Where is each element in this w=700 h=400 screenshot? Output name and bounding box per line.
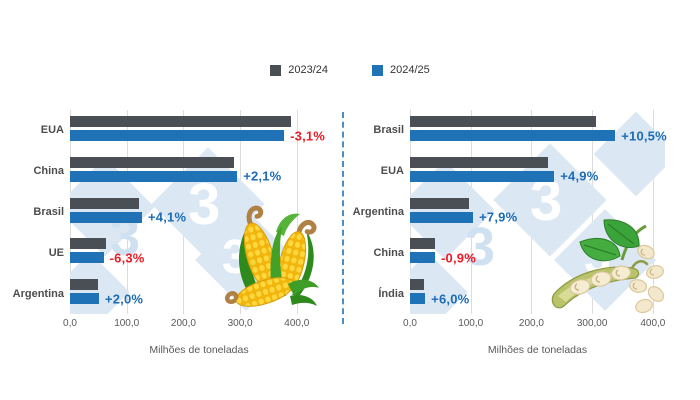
change-label-Brasil: +4,1%: [148, 209, 187, 225]
legend-swatch-2023-24: [270, 64, 282, 76]
change-label-Argentina: +2,0%: [104, 291, 144, 307]
corn-icon: [225, 205, 319, 307]
bar-2023/24-EUA: [70, 116, 291, 127]
watermark-3-icon: 3: [465, 217, 496, 277]
x-axis-tick: 400,0: [284, 318, 310, 329]
bar-2024/25-EUA: +4,9%: [410, 169, 598, 184]
bar-group-China: -0,9%: [410, 232, 665, 273]
change-label-EUA: +4,9%: [560, 168, 599, 184]
bar-2023/24-China: [70, 156, 234, 168]
category-label-Brasil: Brasil: [373, 124, 404, 137]
bar-2023/24-Brasil: [410, 116, 596, 127]
bar-group-Argentina: +7,9%: [410, 192, 665, 233]
legend-label: 2024/25: [390, 64, 430, 76]
bar-2024/25-Brasil: +4,1%: [70, 210, 186, 225]
category-label-Índia: Índia: [378, 287, 404, 300]
bar-group-China: +2,1%: [70, 151, 328, 192]
bar-group-EUA: +4,9%: [410, 151, 665, 192]
gridline: [296, 110, 298, 314]
x-axis-tick: 0,0: [63, 318, 77, 329]
bar-group-EUA: -3,1%: [70, 110, 328, 151]
bar-2023/24-Brasil: [70, 197, 140, 209]
change-label-UE: -6,3%: [109, 250, 145, 266]
bar-group-Brasil: +10,5%: [410, 110, 667, 151]
soybean-icon: [551, 219, 665, 314]
bar-group-Índia: +6,0%: [410, 273, 665, 314]
bar-2024/25-Brasil: +10,5%: [410, 128, 667, 143]
soybean-category-labels: Brasil EUA Argentina China Índia: [352, 110, 410, 314]
bar-2023/24-Argentina: [410, 197, 469, 209]
bar-2023/24-UE: [70, 238, 106, 250]
change-label-Índia: +6,0%: [431, 291, 470, 307]
gridline: [652, 110, 654, 314]
bar-2024/25-UE: -6,3%: [70, 250, 144, 265]
corn-axis-title: Milhões de toneladas: [149, 344, 249, 356]
corn-x-axis: 0,0 100,0 200,0 300,0 400,0: [63, 318, 328, 332]
bar-2023/24-EUA: [410, 156, 548, 168]
x-axis-tick: 400,0: [640, 318, 666, 329]
x-axis-tick: 100,0: [114, 318, 140, 329]
bar-2024/25-China: +2,1%: [70, 169, 281, 184]
soybean-plot-area: 3 3 3 +10,5%+4,9%+7,9%-0,9%+6,0%: [410, 110, 667, 314]
legend-label: 2023/24: [288, 64, 328, 76]
legend-item-2024-25: 2024/25: [372, 64, 430, 76]
category-label-Argentina: Argentina: [352, 205, 404, 218]
change-label-China: +2,1%: [243, 168, 282, 184]
soybean-axis-title: Milhões de toneladas: [487, 344, 588, 356]
watermark-3-icon: 3: [188, 172, 221, 237]
change-label-EUA: -3,1%: [290, 128, 326, 143]
corn-chart: EUA China Brasil UE Argentina 3 3 3 -3,1% +2,…: [13, 110, 330, 380]
category-label-UE: UE: [48, 246, 64, 259]
x-axis-tick: 200,0: [170, 318, 196, 329]
change-label-China: -0,9%: [441, 250, 476, 266]
bar-group-UE: -6,3%: [70, 232, 328, 273]
x-axis-tick: 200,0: [518, 318, 544, 329]
bar-2024/25-Argentina: +2,0%: [70, 291, 143, 306]
category-label-EUA: EUA: [40, 124, 64, 137]
x-axis-tick: 300,00: [576, 318, 608, 329]
legend-item-2023-24: 2023/24: [270, 64, 328, 76]
bar-2024/25-Índia: +6,0%: [410, 291, 469, 306]
bar-2024/25-EUA: -3,1%: [70, 128, 325, 143]
category-label-China: China: [373, 246, 404, 259]
bar-2024/25-Argentina: +7,9%: [410, 210, 517, 225]
bar-group-Argentina: +2,0%: [70, 273, 328, 314]
x-axis-tick: 0,0: [403, 318, 417, 329]
legend-swatch-2024-25: [372, 64, 383, 76]
category-label-Argentina: Argentina: [12, 287, 64, 300]
soybean-x-axis: 0,0 100,0 200,0 300,00 400,0: [403, 318, 666, 332]
bar-2023/24-Índia: [410, 279, 425, 291]
corn-category-labels: EUA China Brasil UE Argentina: [13, 110, 70, 314]
bar-2024/25-China: -0,9%: [410, 250, 476, 265]
category-label-EUA: EUA: [380, 165, 404, 178]
soybean-bars: +10,5% +4,9% +7,9% -0,9% +6,0%: [410, 110, 667, 314]
x-axis-tick: 300,0: [227, 318, 253, 329]
category-label-China: China: [33, 165, 64, 178]
change-label-Argentina: +7,9%: [479, 209, 518, 225]
x-axis-tick: 100,0: [458, 318, 484, 329]
chart-legend: 2023/24 2024/25: [0, 64, 700, 76]
bar-group-Brasil: +4,1%: [70, 192, 328, 233]
chart-divider: [342, 112, 344, 324]
corn-plot-area: 3 3 3 -3,1% +2,1% +4,1% -6,3% +2,0%: [70, 110, 328, 314]
category-label-Brasil: Brasil: [33, 205, 64, 218]
corn-bars: -3,1% +2,1% +4,1% -6,3% +2,0%: [70, 110, 328, 314]
bar-2023/24-Argentina: [70, 279, 99, 291]
bar-2023/24-China: [410, 238, 436, 250]
change-label-Brasil: +10,5%: [621, 128, 667, 143]
